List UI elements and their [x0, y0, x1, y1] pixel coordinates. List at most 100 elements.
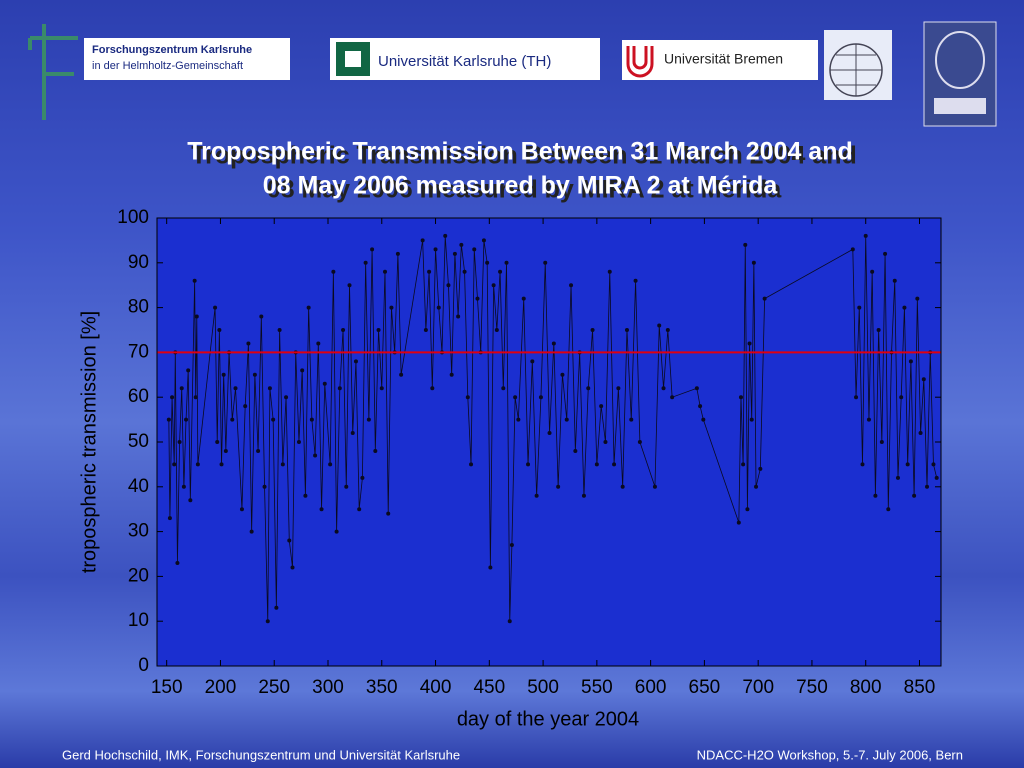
- bremen-logo: Universität Bremen: [622, 40, 818, 80]
- data-point: [290, 565, 295, 570]
- data-point: [607, 269, 612, 274]
- data-point: [399, 372, 404, 377]
- data-point: [921, 377, 926, 382]
- data-point: [319, 507, 324, 512]
- data-point: [560, 372, 565, 377]
- data-point: [501, 386, 506, 391]
- data-point: [504, 260, 509, 265]
- data-point: [386, 511, 391, 516]
- data-point: [246, 341, 251, 346]
- data-point: [382, 269, 387, 274]
- title-shadow: 08 May 2006 measured by MIRA 2 at Mérida: [267, 176, 783, 204]
- data-point: [599, 404, 604, 409]
- x-tick-label: 700: [742, 677, 774, 698]
- data-point: [243, 404, 248, 409]
- data-point: [516, 417, 521, 422]
- data-point: [934, 475, 939, 480]
- data-point: [620, 484, 625, 489]
- data-point: [373, 448, 378, 453]
- x-tick-label: 650: [689, 677, 721, 698]
- data-point: [652, 484, 657, 489]
- data-point: [331, 269, 336, 274]
- data-point: [215, 440, 220, 444]
- data-point: [603, 440, 608, 444]
- data-point: [895, 475, 900, 480]
- data-point: [370, 247, 375, 252]
- data-point: [303, 493, 308, 498]
- x-tick-label: 350: [366, 677, 398, 698]
- data-point: [741, 462, 746, 467]
- data-point: [543, 260, 548, 265]
- data-point: [446, 283, 451, 288]
- data-point: [491, 283, 496, 288]
- data-point: [854, 395, 859, 400]
- data-point: [751, 260, 756, 265]
- data-point: [166, 417, 171, 422]
- x-tick-label: 750: [796, 677, 828, 698]
- x-tick-label: 500: [527, 677, 559, 698]
- data-point: [749, 417, 754, 422]
- x-tick-label: 450: [473, 677, 505, 698]
- data-point: [694, 386, 699, 391]
- data-point: [465, 395, 470, 400]
- data-point: [188, 498, 193, 503]
- data-point: [177, 440, 182, 444]
- data-point: [469, 462, 474, 467]
- data-point: [521, 296, 526, 301]
- data-point: [762, 296, 767, 301]
- data-point: [430, 386, 435, 391]
- data-point: [395, 251, 400, 256]
- y-tick-label: 20: [128, 565, 149, 586]
- data-point: [357, 507, 362, 512]
- uka-logo: Universität Karlsruhe (TH): [330, 38, 600, 80]
- data-point: [252, 372, 257, 377]
- data-point: [420, 238, 425, 243]
- data-point: [698, 404, 703, 409]
- data-point: [870, 269, 875, 274]
- data-point: [738, 395, 743, 400]
- data-point: [213, 305, 218, 310]
- data-point: [181, 484, 186, 489]
- data-point: [350, 431, 355, 436]
- data-point: [866, 417, 871, 422]
- data-point: [538, 395, 543, 400]
- data-point: [736, 520, 741, 525]
- data-point: [886, 507, 891, 512]
- y-tick-label: 90: [128, 252, 149, 273]
- data-point: [322, 381, 327, 386]
- y-tick-label: 80: [128, 297, 149, 318]
- iup-logo: [824, 30, 892, 100]
- fzk-logo: Forschungszentrum Karlsruhe in der Helmh…: [28, 24, 290, 120]
- data-point: [472, 247, 477, 252]
- data-point: [256, 448, 261, 453]
- data-point: [344, 484, 349, 489]
- data-point: [747, 341, 752, 346]
- data-point: [860, 462, 865, 467]
- data-point: [449, 372, 454, 377]
- x-tick-label: 300: [312, 677, 344, 698]
- data-point: [912, 493, 917, 498]
- data-point: [170, 395, 175, 400]
- data-point: [363, 260, 368, 265]
- data-point: [459, 242, 464, 247]
- y-tick-label: 70: [128, 341, 149, 362]
- y-tick-label: 60: [128, 386, 149, 407]
- title-line: Tropospheric Transmission Between 31 Mar…: [187, 138, 853, 166]
- data-point: [569, 283, 574, 288]
- x-axis-label: day of the year 2004: [457, 708, 639, 730]
- data-point: [905, 462, 910, 467]
- data-point: [498, 269, 503, 274]
- plot-frame: [156, 217, 942, 667]
- data-point: [629, 417, 634, 422]
- data-point: [328, 462, 333, 467]
- data-point: [172, 462, 177, 467]
- data-point: [379, 386, 384, 391]
- data-point: [918, 431, 923, 436]
- data-point: [389, 305, 394, 310]
- footer-left: Gerd Hochschild, IMK, Forschungszentrum …: [62, 747, 460, 762]
- data-point: [556, 484, 561, 489]
- data-point: [274, 605, 279, 610]
- x-tick-label: 550: [581, 677, 613, 698]
- data-point: [915, 296, 920, 301]
